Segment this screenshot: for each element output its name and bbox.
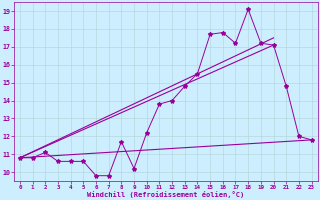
X-axis label: Windchill (Refroidissement éolien,°C): Windchill (Refroidissement éolien,°C) <box>87 191 244 198</box>
